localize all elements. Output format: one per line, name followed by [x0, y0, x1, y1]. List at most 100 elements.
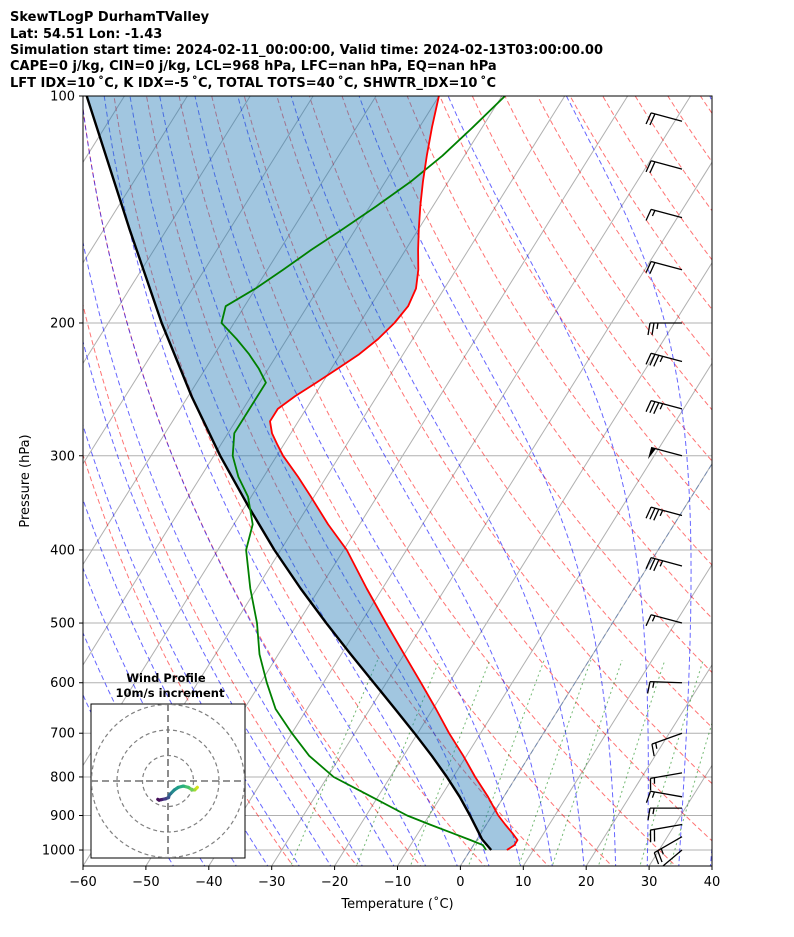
index-line: LFT IDX=10 ˚C, K IDX=-5 ˚C, TOTAL TOTS=4… — [10, 75, 496, 91]
moist-adiabat-line — [290, 96, 585, 866]
isotherm-line — [585, 663, 712, 866]
zero-isotherm — [459, 462, 712, 866]
y-tick-label: 600 — [50, 676, 75, 691]
chart-title: SkewTLogP DurhamTValley — [10, 10, 210, 25]
barb-half-flag — [659, 403, 664, 410]
dry-adiabat-line — [602, 96, 712, 261]
isotherm-line — [459, 462, 712, 866]
barb-flag — [649, 262, 656, 274]
wind-barb — [647, 807, 682, 821]
barb-half-flag — [656, 322, 659, 330]
dry-adiabat-line — [178, 96, 613, 866]
barb-shaft — [650, 160, 683, 170]
moist-adiabats — [83, 96, 712, 866]
wind-barb — [645, 790, 683, 803]
barb-shaft — [650, 208, 683, 219]
moist-adiabat-line — [129, 96, 458, 866]
dry-adiabat-line — [722, 79, 794, 869]
hodograph-inset: Wind Profile 10m/s increment — [90, 671, 246, 859]
cape-line: CAPE=0 j/kg, CIN=0 j/kg, LCL=968 hPa, LF… — [10, 59, 497, 74]
barb-flag — [651, 322, 655, 336]
wind-barb — [645, 112, 683, 126]
mixing-ratio-line — [409, 660, 491, 866]
moist-adiabat-line — [358, 96, 617, 866]
wind-barb — [647, 446, 683, 460]
mixing-ratio-line — [290, 659, 379, 866]
barb-flag — [645, 791, 652, 803]
y-tick-label: 1000 — [42, 844, 75, 859]
isotherm-line — [0, 79, 72, 869]
wind-barb — [661, 849, 683, 866]
dry-adiabat-line — [406, 96, 712, 566]
wind-barb — [645, 352, 683, 367]
dry-adiabat-line — [536, 96, 712, 361]
moist-adiabat-line — [565, 96, 692, 866]
mixing-ratio-lines — [290, 659, 712, 866]
barb-shaft — [651, 732, 683, 745]
time-line: Simulation start time: 2024-02-11_00:00:… — [10, 43, 603, 58]
x-axis-label: Temperature (˚C) — [340, 896, 453, 912]
wind-barb — [647, 322, 682, 336]
x-tick-label: 0 — [456, 875, 464, 890]
barb-shaft — [650, 446, 683, 457]
barb-shaft — [653, 836, 683, 854]
mixing-ratio-line — [669, 721, 712, 866]
barb-shaft — [650, 506, 683, 517]
isotherm-line — [83, 96, 377, 566]
isotherm-line — [648, 764, 712, 866]
y-tick-label: 200 — [50, 316, 75, 331]
wind-barb — [651, 732, 683, 757]
barb-half-flag — [651, 615, 656, 622]
barb-flag — [646, 681, 651, 694]
x-tick-label: 10 — [515, 875, 532, 890]
wind-barbs — [645, 112, 683, 866]
x-tick-label: −10 — [384, 875, 411, 890]
barb-flag — [649, 558, 656, 571]
hodograph-segment — [156, 797, 161, 802]
isotherm-line — [396, 362, 712, 866]
isotherm-line — [83, 96, 188, 264]
x-tick-label: −60 — [69, 875, 96, 890]
y-tick-label: 900 — [50, 809, 75, 824]
barb-flag — [645, 400, 652, 412]
barb-flag — [645, 209, 652, 221]
wind-barb — [645, 614, 683, 627]
isotherm-line — [711, 865, 712, 866]
moist-adiabat-line — [83, 566, 237, 866]
barb-flag — [653, 355, 660, 367]
isotherm-line — [0, 79, 9, 869]
dry-adiabat-line — [786, 79, 794, 869]
barb-shaft — [650, 790, 683, 798]
x-tick-label: −30 — [258, 875, 285, 890]
wind-barb — [645, 557, 683, 572]
x-tick-label: −50 — [132, 875, 159, 890]
barb-flag — [645, 614, 652, 627]
dry-adiabat-line — [341, 96, 712, 674]
wind-barb — [645, 506, 683, 521]
x-tick-label: 20 — [578, 875, 595, 890]
barb-half-flag — [652, 808, 655, 815]
moist-adiabat-line — [83, 239, 363, 866]
wind-barb — [645, 208, 683, 221]
barb-flag — [645, 353, 652, 365]
mixing-ratio-line — [639, 660, 704, 866]
inset-plot — [91, 704, 245, 858]
barb-flag — [649, 354, 656, 366]
barb-flag — [649, 113, 656, 126]
barb-shaft — [650, 823, 683, 831]
dry-adiabat-line — [83, 302, 358, 866]
barb-flag — [649, 401, 656, 413]
y-axis-ticks: 1000 900 800 700 600 500 400 300 200 100 — [42, 90, 83, 859]
moist-adiabat-line — [103, 96, 427, 866]
dry-adiabat-line — [471, 96, 712, 462]
mixing-ratio-line — [597, 660, 666, 866]
isotherm-line — [208, 96, 692, 866]
dewpoint-line — [220, 96, 506, 851]
barb-half-flag — [659, 560, 664, 567]
wind-barb — [649, 823, 683, 843]
dry-adiabat-line — [243, 96, 712, 842]
barb-flag — [651, 744, 655, 757]
mixing-ratio-line — [518, 660, 592, 866]
y-tick-label: 500 — [50, 617, 75, 632]
